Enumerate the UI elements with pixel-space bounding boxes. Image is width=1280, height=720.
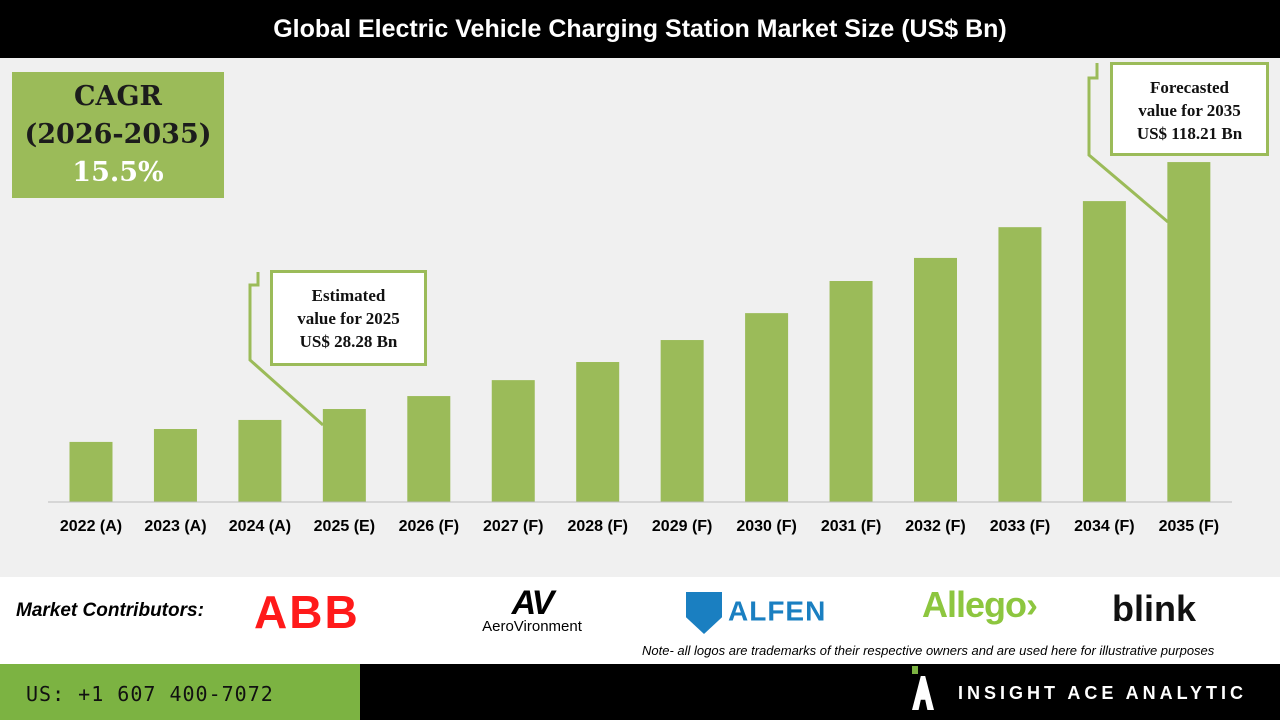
x-tick-label: 2035 (F)	[1159, 518, 1219, 535]
x-tick-label: 2022 (A)	[60, 518, 122, 535]
phone-number: US: +1 607 400-7072	[0, 664, 360, 720]
aerovironment-av-mark: AV	[511, 584, 555, 622]
x-tick-label: 2028 (F)	[567, 518, 627, 535]
chart-title: Global Electric Vehicle Charging Station…	[0, 0, 1280, 58]
bar-2023 (A)	[153, 429, 197, 502]
estimated-callout-connector	[248, 272, 324, 427]
bar-2029 (F)	[660, 340, 704, 502]
x-tick-label: 2026 (F)	[399, 518, 459, 535]
aerovironment-logo-text: AeroVironment	[482, 618, 582, 635]
bar-2031 (F)	[829, 281, 873, 502]
callout-value: US$ 28.28 Bn	[299, 332, 398, 351]
bar-2028 (F)	[576, 362, 620, 502]
alfen-logo: ALFEN	[686, 592, 826, 634]
forecast-callout: Forecasted value for 2035 US$ 118.21 Bn	[1110, 62, 1269, 156]
x-tick-label: 2034 (F)	[1074, 518, 1134, 535]
allego-logo-text: Allego	[922, 584, 1027, 625]
bar-2030 (F)	[745, 313, 789, 502]
blink-logo: blink	[1112, 588, 1197, 629]
bar-2024 (A)	[238, 419, 282, 502]
bar-2026 (F)	[407, 396, 451, 502]
x-tick-label: 2025 (E)	[314, 518, 375, 535]
bar-2027 (F)	[491, 380, 535, 502]
bar-2022 (A)	[69, 441, 113, 502]
bar-2033 (F)	[998, 227, 1042, 503]
cagr-period: (2026-2035)	[24, 119, 212, 150]
aerovironment-logo: AV AeroVironment	[452, 584, 612, 635]
x-tick-label: 2029 (F)	[652, 518, 712, 535]
cagr-box: CAGR (2026-2035) 15.5%	[12, 72, 224, 198]
x-tick-label: 2033 (F)	[990, 518, 1050, 535]
x-tick-label: 2032 (F)	[905, 518, 965, 535]
x-tick-label: 2027 (F)	[483, 518, 543, 535]
callout-text: value for 2035	[1138, 101, 1241, 120]
forecast-callout-connector	[1087, 63, 1169, 224]
callout-value: US$ 118.21 Bn	[1136, 124, 1243, 143]
allego-logo: Allego›	[922, 584, 1038, 626]
bar-2034 (F)	[1082, 201, 1126, 502]
brand-logo-accent	[912, 666, 918, 674]
x-tick-label: 2031 (F)	[821, 518, 881, 535]
bar-2025 (E)	[322, 409, 366, 502]
allego-chevron-icon: ›	[1026, 584, 1038, 625]
callout-text: Estimated	[311, 286, 386, 305]
x-tick-label: 2023 (A)	[144, 518, 206, 535]
x-tick-label: 2024 (A)	[229, 518, 291, 535]
bar-2032 (F)	[914, 257, 957, 502]
estimated-callout: Estimated value for 2025 US$ 28.28 Bn	[270, 270, 427, 366]
cagr-label: CAGR	[74, 81, 162, 112]
alfen-logo-text: ALFEN	[728, 595, 827, 627]
footer-bar	[360, 664, 1280, 720]
bar-chart: 2022 (A) 2023 (A) 2024 (A) 2025 (E) 2026 (F)…	[48, 63, 1232, 535]
cagr-value: 15.5%	[72, 157, 164, 188]
logo-disclaimer: Note- all logos are trademarks of their …	[642, 643, 1215, 658]
callout-text: Forecasted	[1150, 78, 1229, 97]
callout-text: value for 2025	[297, 309, 400, 328]
bar-2035 (F)	[1167, 162, 1211, 502]
alfen-shield-icon	[686, 592, 722, 634]
x-tick-label: 2030 (F)	[736, 518, 796, 535]
brand-name: INSIGHT ACE ANALYTIC	[958, 683, 1248, 703]
abb-logo: ABB	[254, 586, 360, 638]
contributors-label: Market Contributors:	[16, 600, 204, 621]
